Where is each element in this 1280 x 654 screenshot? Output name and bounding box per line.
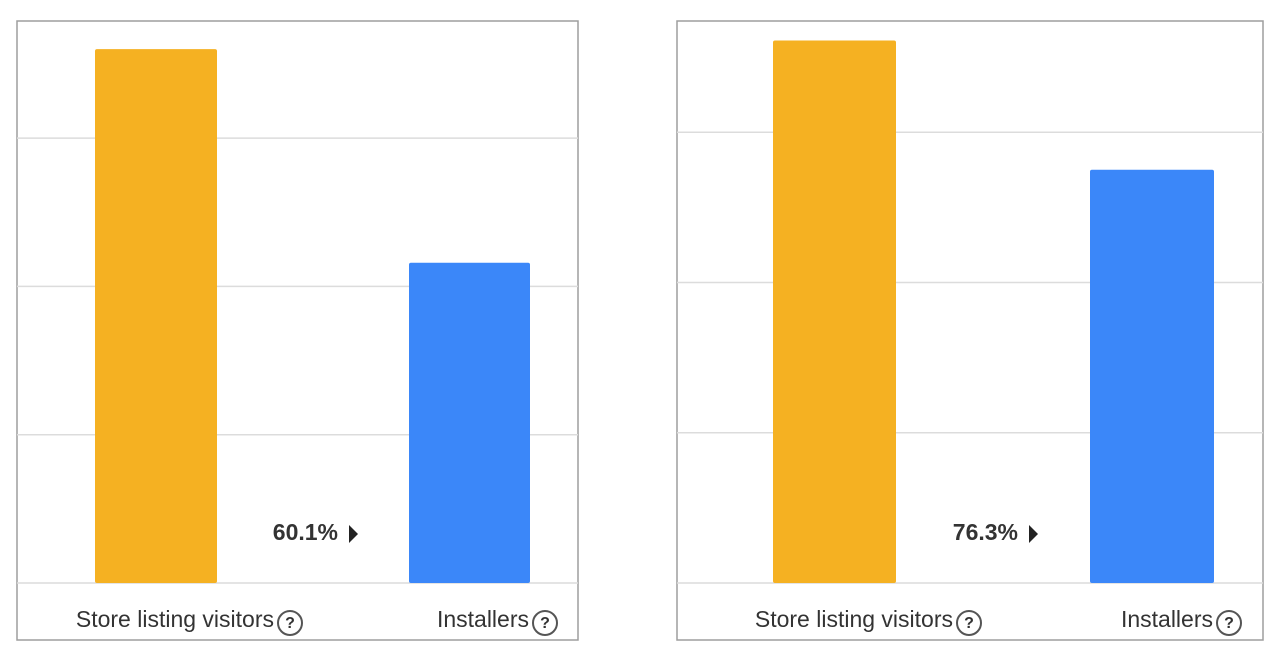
help-icon-mark: ? [285,615,295,632]
arrow-icon [1029,525,1038,543]
help-icon-mark: ? [540,615,550,632]
conversion-rate[interactable]: 76.3% [953,519,1018,545]
bar [1090,169,1214,583]
help-icon-mark: ? [1224,615,1234,632]
help-icon[interactable] [277,610,303,636]
x-tick-label: Installers [1121,606,1213,632]
help-icon[interactable] [956,610,982,636]
arrow-icon [349,525,358,543]
bar [95,49,217,584]
chart-panel: Store listing visitors? Installers ? 76.3% [676,20,1264,641]
help-icon[interactable] [1216,610,1242,636]
conversion-rate[interactable]: 60.1% [273,519,338,545]
x-tick-label: Installers [437,606,529,632]
bar [773,40,896,583]
help-icon[interactable] [532,610,558,636]
x-tick-label: Store listing visitors [755,606,953,632]
help-icon-mark: ? [964,615,974,632]
x-tick-label: Store listing visitors [76,606,274,632]
bar [409,262,530,583]
chart-panel: Store listing visitors? Installers ? 60.1% [16,20,579,641]
